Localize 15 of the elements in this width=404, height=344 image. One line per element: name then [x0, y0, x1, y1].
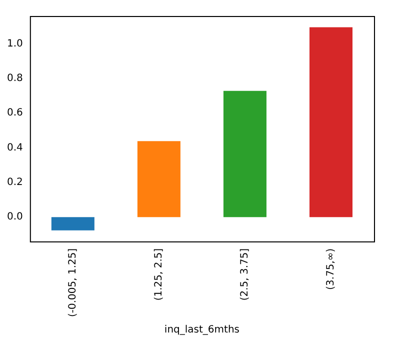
y-tick-label: 0.0 [6, 212, 23, 223]
bar [309, 27, 352, 218]
y-tick-label: 0.2 [6, 176, 23, 188]
x-axis-title: inq_last_6mths [164, 324, 240, 336]
y-tick-label: 0.8 [6, 72, 23, 84]
x-tick-label: (3.75,∞) [326, 248, 337, 290]
bar [223, 90, 266, 218]
bar [51, 217, 94, 230]
bar [137, 141, 180, 218]
y-tick-label: 1.0 [6, 38, 23, 50]
y-tick-label: 0.4 [6, 142, 23, 154]
x-tick-label: (-0.005, 1.25] [68, 248, 79, 318]
x-tick-label: (1.25, 2.5] [154, 248, 165, 301]
y-tick-label: 0.6 [6, 108, 23, 119]
x-tick-label: (2.5, 3.75] [240, 248, 251, 301]
